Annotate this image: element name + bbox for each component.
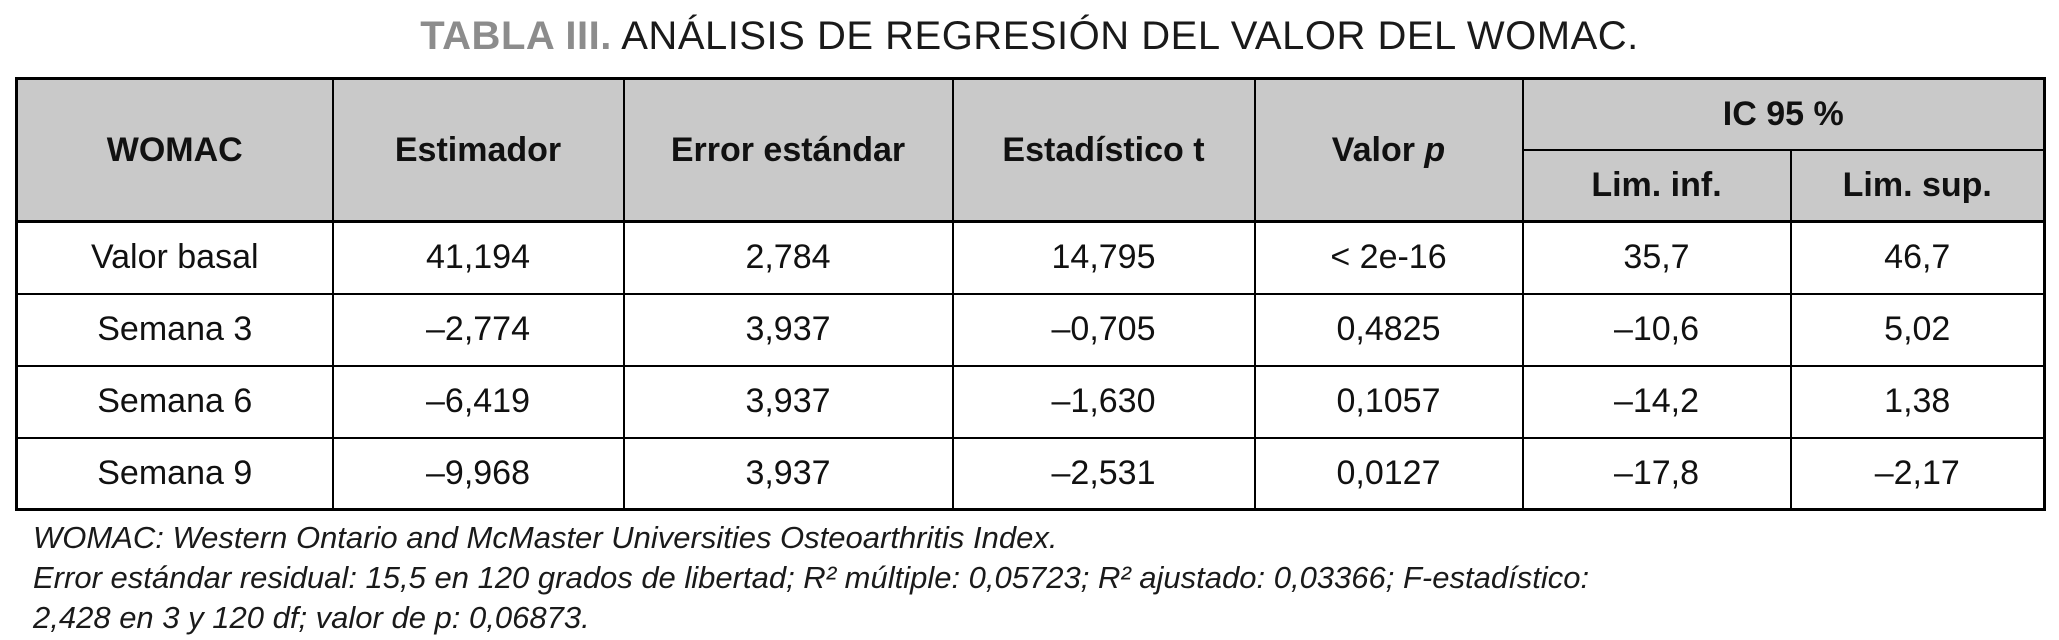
cell-lim-inf: –10,6 <box>1521 292 1792 367</box>
cell-womac: Semana 6 <box>15 364 334 439</box>
col-header-lim-sup: Lim. sup. <box>1789 148 2046 223</box>
cell-lim-sup: 1,38 <box>1789 364 2046 439</box>
cell-t: –0,705 <box>951 292 1256 367</box>
cell-womac: Semana 9 <box>15 436 334 511</box>
cell-p: 0,4825 <box>1253 292 1524 367</box>
col-header-error-estandar: Error estándar <box>622 77 954 223</box>
regression-table: WOMAC Estimador Error estándar Estadísti… <box>15 77 2047 511</box>
col-header-estadistico-t: Estadístico t <box>951 77 1256 223</box>
header-row-top: WOMAC Estimador Error estándar Estadísti… <box>15 77 2046 223</box>
table-row-semana-6: Semana 6 –6,419 3,937 –1,630 0,1057 –14,… <box>15 364 2046 439</box>
table-row-semana-9: Semana 9 –9,968 3,937 –2,531 0,0127 –17,… <box>15 436 2046 511</box>
cell-womac: Semana 3 <box>15 292 334 367</box>
cell-t: 14,795 <box>951 220 1256 295</box>
cell-estimador: –9,968 <box>331 436 625 511</box>
cell-estimador: 41,194 <box>331 220 625 295</box>
cell-lim-inf: –14,2 <box>1521 364 1792 439</box>
cell-lim-inf: 35,7 <box>1521 220 1792 295</box>
cell-error: 3,937 <box>622 292 954 367</box>
footnote-model-stats-line1: Error estándar residual: 15,5 en 120 gra… <box>33 560 1590 595</box>
col-header-womac: WOMAC <box>15 77 334 223</box>
col-header-ic95: IC 95 % <box>1521 77 2046 151</box>
footnote-model-stats-line2: 2,428 en 3 y 120 df; valor de p: 0,06873… <box>33 600 590 635</box>
cell-lim-inf: –17,8 <box>1521 436 1792 511</box>
cell-lim-sup: 46,7 <box>1789 220 2046 295</box>
table-title-label: TABLA III. <box>420 14 612 58</box>
table-body: Valor basal 41,194 2,784 14,795 < 2e-16 … <box>15 220 2046 511</box>
cell-p: 0,1057 <box>1253 364 1524 439</box>
cell-t: –2,531 <box>951 436 1256 511</box>
col-header-estimador: Estimador <box>331 77 625 223</box>
table-title-text: ANÁLISIS DE REGRESIÓN DEL VALOR DEL WOMA… <box>611 14 1639 58</box>
cell-estimador: –6,419 <box>331 364 625 439</box>
col-header-valor-p: Valor p <box>1253 77 1524 223</box>
cell-p: 0,0127 <box>1253 436 1524 511</box>
footnotes: WOMAC: Western Ontario and McMaster Univ… <box>33 518 2033 638</box>
footnote-womac-definition: WOMAC: Western Ontario and McMaster Univ… <box>33 520 1058 555</box>
cell-estimador: –2,774 <box>331 292 625 367</box>
cell-lim-sup: 5,02 <box>1789 292 2046 367</box>
cell-t: –1,630 <box>951 364 1256 439</box>
table-row-semana-3: Semana 3 –2,774 3,937 –0,705 0,4825 –10,… <box>15 292 2046 367</box>
cell-error: 2,784 <box>622 220 954 295</box>
table-header: WOMAC Estimador Error estándar Estadísti… <box>15 77 2046 223</box>
header-row-sub: Lim. inf. Lim. sup. <box>17 148 2046 223</box>
cell-error: 3,937 <box>622 436 954 511</box>
table-row-valor-basal: Valor basal 41,194 2,784 14,795 < 2e-16 … <box>15 220 2046 295</box>
valor-p-prefix: Valor <box>1331 130 1425 169</box>
table-title: TABLA III. ANÁLISIS DE REGRESIÓN DEL VAL… <box>0 14 2059 59</box>
col-header-lim-inf: Lim. inf. <box>1521 148 1792 223</box>
cell-womac: Valor basal <box>15 220 334 295</box>
cell-p: < 2e-16 <box>1253 220 1524 295</box>
valor-p-symbol: p <box>1424 130 1446 169</box>
cell-error: 3,937 <box>622 364 954 439</box>
cell-lim-sup: –2,17 <box>1789 436 2046 511</box>
